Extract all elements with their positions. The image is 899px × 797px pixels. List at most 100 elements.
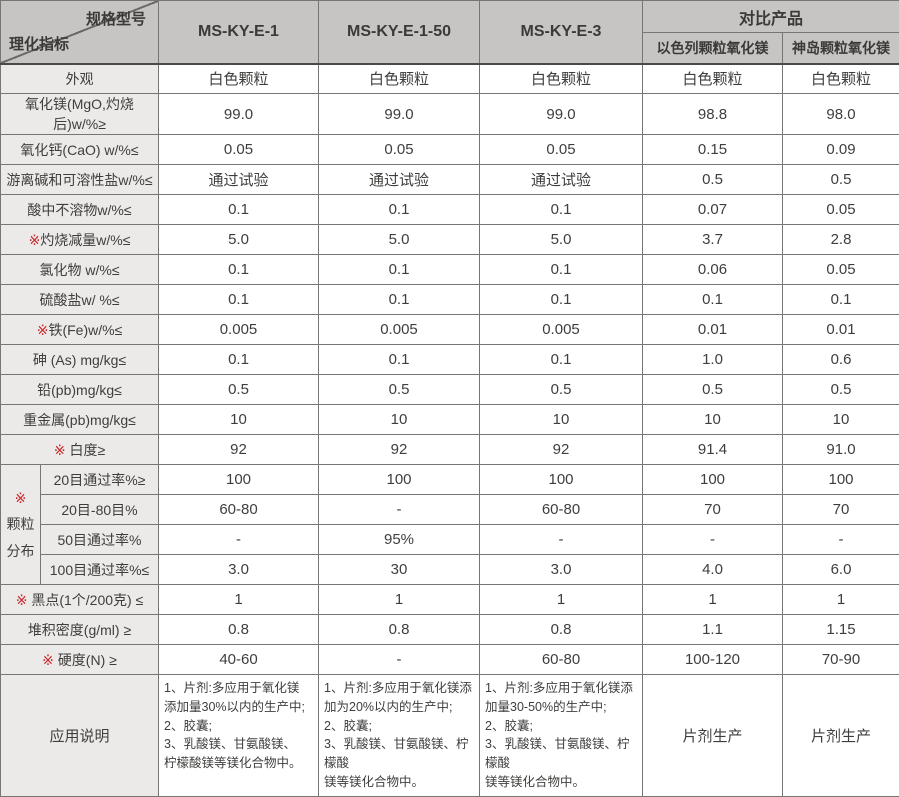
- spec-value: 0.05: [159, 135, 319, 165]
- spec-value: 5.0: [480, 225, 643, 255]
- row-label: 外观: [1, 64, 159, 94]
- row-label-text: 氧化钙(CaO) w/%≤: [20, 142, 138, 158]
- row-label: 堆积密度(g/ml) ≥: [1, 615, 159, 645]
- row-label-text: 白度≥: [66, 442, 106, 458]
- row-label: 铅(pb)mg/kg≤: [1, 375, 159, 405]
- spec-value: 5.0: [159, 225, 319, 255]
- spec-value: 0.6: [783, 345, 899, 375]
- header-row-1: 规格型号 理化指标 MS-KY-E-1 MS-KY-E-1-50 MS-KY-E…: [1, 1, 899, 33]
- spec-value: 白色颗粒: [319, 64, 480, 94]
- spec-value: 92: [319, 435, 480, 465]
- column-header-model-2: MS-KY-E-1-50: [319, 1, 480, 64]
- row-label-text: 灼烧减量w/%≤: [40, 232, 130, 248]
- row-label: 硫酸盐w/ %≤: [1, 285, 159, 315]
- spec-value: 0.1: [480, 285, 643, 315]
- corner-label-indicator: 理化指标: [9, 33, 69, 54]
- row-label-text: 硫酸盐w/ %≤: [39, 292, 119, 308]
- spec-value: 92: [480, 435, 643, 465]
- row-label: 氯化物 w/%≤: [1, 255, 159, 285]
- table-header: 规格型号 理化指标 MS-KY-E-1 MS-KY-E-1-50 MS-KY-E…: [1, 1, 899, 64]
- spec-value: 0.1: [643, 285, 783, 315]
- spec-value: 0.1: [159, 345, 319, 375]
- spec-value: 1: [783, 585, 899, 615]
- required-marker: ※: [29, 232, 41, 248]
- spec-value: 0.1: [783, 285, 899, 315]
- spec-value: 白色颗粒: [159, 64, 319, 94]
- spec-value: 60-80: [480, 495, 643, 525]
- spec-value: 99.0: [159, 94, 319, 135]
- spec-value: 91.4: [643, 435, 783, 465]
- spec-value: 0.1: [159, 285, 319, 315]
- required-marker: ※: [42, 652, 54, 668]
- spec-value: 99.0: [480, 94, 643, 135]
- spec-value: 通过试验: [159, 165, 319, 195]
- spec-value: 0.05: [319, 135, 480, 165]
- row-sublabel: 20目-80目%: [41, 495, 159, 525]
- row-label: ※铁(Fe)w/%≤: [1, 315, 159, 345]
- row-sublabel: 100目通过率%≤: [41, 555, 159, 585]
- row-label-text: 重金属(pb)mg/kg≤: [23, 412, 136, 428]
- spec-value: 1.0: [643, 345, 783, 375]
- row-label: 酸中不溶物w/%≤: [1, 195, 159, 225]
- spec-value: 0.005: [480, 315, 643, 345]
- spec-value: 0.15: [643, 135, 783, 165]
- spec-value: 10: [643, 405, 783, 435]
- spec-value: 0.1: [319, 345, 480, 375]
- spec-value: 0.005: [319, 315, 480, 345]
- spec-value: 0.8: [159, 615, 319, 645]
- spec-value: 95%: [319, 525, 480, 555]
- spec-value: 6.0: [783, 555, 899, 585]
- table-body: 外观白色颗粒白色颗粒白色颗粒白色颗粒白色颗粒氧化镁(MgO,灼烧后)w/%≥99…: [1, 64, 899, 797]
- spec-value: -: [319, 645, 480, 675]
- spec-value: 60-80: [480, 645, 643, 675]
- spec-value: 0.8: [319, 615, 480, 645]
- spec-value: -: [783, 525, 899, 555]
- spec-value: 0.06: [643, 255, 783, 285]
- spec-value: 片剂生产: [643, 675, 783, 797]
- spec-value: 0.1: [480, 255, 643, 285]
- row-label-text: 酸中不溶物w/%≤: [27, 202, 131, 218]
- row-label-text: 铅(pb)mg/kg≤: [37, 382, 122, 398]
- spec-value: 0.5: [783, 375, 899, 405]
- spec-value: 100: [159, 465, 319, 495]
- spec-value: 0.1: [319, 195, 480, 225]
- spec-value: 70-90: [783, 645, 899, 675]
- row-sublabel: 20目通过率%≥: [41, 465, 159, 495]
- spec-value: 100-120: [643, 645, 783, 675]
- group-label-line: 分布: [7, 543, 35, 559]
- spec-value: 0.05: [480, 135, 643, 165]
- spec-value: 0.01: [783, 315, 899, 345]
- column-header-model-3: MS-KY-E-3: [480, 1, 643, 64]
- spec-value: 白色颗粒: [643, 64, 783, 94]
- required-marker: ※: [37, 322, 49, 338]
- corner-header-cell: 规格型号 理化指标: [1, 1, 159, 64]
- spec-value: 1: [480, 585, 643, 615]
- application-note: 1、片剂:多应用于氧化镁添 加量30-50%的生产中; 2、胶囊; 3、乳酸镁、…: [480, 675, 643, 797]
- row-label-text: 外观: [66, 71, 94, 87]
- spec-value: 0.05: [783, 195, 899, 225]
- spec-value: 40-60: [159, 645, 319, 675]
- row-label: ※ 黑点(1个/200克) ≤: [1, 585, 159, 615]
- spec-value: 10: [159, 405, 319, 435]
- spec-value: 30: [319, 555, 480, 585]
- spec-value: 通过试验: [319, 165, 480, 195]
- spec-value: -: [159, 525, 319, 555]
- row-label: ※灼烧减量w/%≤: [1, 225, 159, 255]
- application-note: 1、片剂:多应用于氧化镁添 加为20%以内的生产中; 2、胶囊; 3、乳酸镁、甘…: [319, 675, 480, 797]
- spec-value: 1: [643, 585, 783, 615]
- spec-value: 通过试验: [480, 165, 643, 195]
- row-label-text: 堆积密度(g/ml) ≥: [28, 622, 131, 638]
- spec-value: 0.1: [319, 255, 480, 285]
- spec-value: 98.0: [783, 94, 899, 135]
- row-label-text: 游离碱和可溶性盐w/%≤: [6, 172, 152, 188]
- spec-value: 70: [783, 495, 899, 525]
